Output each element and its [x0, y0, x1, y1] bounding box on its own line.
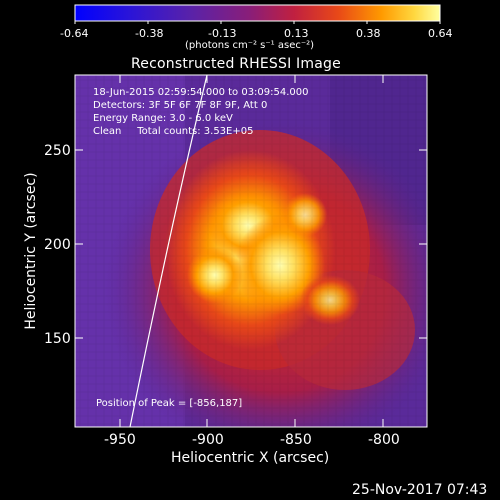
x-axis-label: Heliocentric X (arcsec) — [171, 450, 330, 466]
colorbar-unit-label: (photons cm⁻² s⁻¹ asec⁻²) — [185, 40, 315, 51]
y-tick-marks — [75, 149, 427, 339]
colorbar-tick-label: -0.38 — [135, 27, 164, 40]
x-tick-label: -800 — [368, 432, 400, 448]
colorbar-tick-label: 0.13 — [284, 27, 309, 40]
colorbar-graphic — [74, 4, 441, 24]
info-time-range: 18-Jun-2015 02:59:54.000 to 03:09:54.000 — [93, 87, 309, 98]
colorbar-tick-label: -0.13 — [208, 27, 237, 40]
y-axis-label: Heliocentric Y (arcsec) — [23, 172, 39, 330]
x-tick-label: -850 — [280, 432, 312, 448]
x-tick-label: -900 — [192, 432, 224, 448]
colorbar-tick-label: 0.64 — [428, 27, 453, 40]
info-clean-counts: Clean Total counts: 3.53E+05 — [93, 126, 254, 137]
info-detectors: Detectors: 3F 5F 6F 7F 8F 9F, Att 0 — [93, 100, 268, 111]
y-tick-label: 150 — [44, 331, 71, 347]
plot-frame — [74, 74, 428, 428]
x-tick-label: -950 — [104, 432, 136, 448]
colorbar-tick-marks — [74, 21, 441, 24]
colorbar-gradient — [74, 4, 441, 22]
plot-title: Reconstructed RHESSI Image — [131, 56, 341, 72]
colorbar-tick-label: 0.38 — [356, 27, 381, 40]
peak-position-text: Position of Peak = [-856,187] — [96, 398, 243, 409]
info-energy-range: Energy Range: 3.0 - 6.0 keV — [93, 113, 233, 124]
solar-limb-line — [129, 75, 208, 427]
y-tick-label: 200 — [44, 237, 71, 253]
footer-timestamp: 25-Nov-2017 07:43 — [352, 482, 488, 498]
x-tick-marks — [119, 75, 384, 427]
colorbar-tick-label: -0.64 — [60, 27, 89, 40]
y-tick-label: 250 — [44, 143, 71, 159]
